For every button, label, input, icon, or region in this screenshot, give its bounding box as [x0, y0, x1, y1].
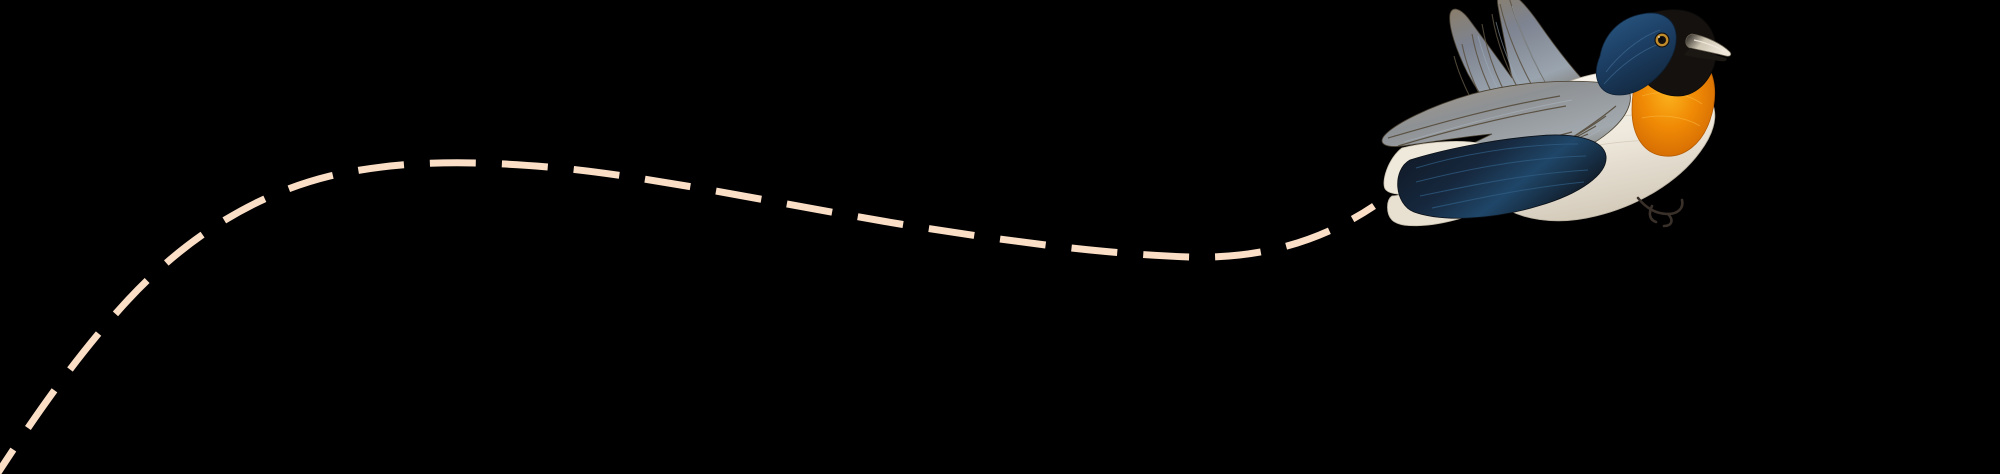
- bird-tail: [1383, 134, 1607, 227]
- dashed-flight-trail: [0, 159, 1376, 474]
- tail-dark-feathers: [1397, 134, 1607, 219]
- tail-iridescent-lines: [1415, 143, 1589, 209]
- bird-illustration: [1381, 0, 1732, 228]
- bird-head: [1595, 9, 1732, 97]
- bird-beak-lower: [1684, 48, 1727, 62]
- bird-beak: [1685, 33, 1732, 57]
- beak-highlight: [1693, 39, 1730, 55]
- flight-trail-path: [0, 159, 1376, 474]
- head-blue-crown: [1595, 12, 1677, 96]
- bird-feet: [1636, 196, 1684, 228]
- bird-eye: [1654, 32, 1670, 48]
